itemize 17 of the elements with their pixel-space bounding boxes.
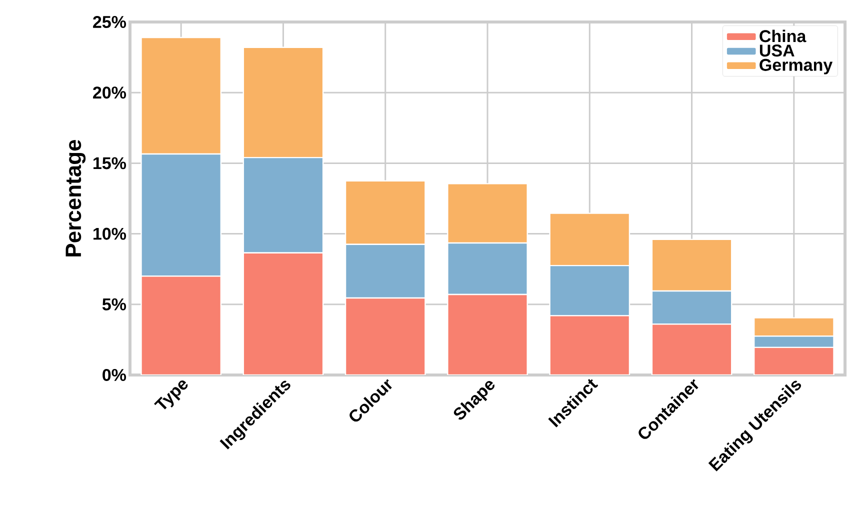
y-axis-title: Percentage (66, 140, 86, 256)
y-tick-label: 10% (94, 228, 126, 240)
bar (141, 276, 221, 375)
bar (346, 298, 426, 375)
bar (448, 294, 528, 375)
bar (550, 316, 630, 375)
y-tick-label: 25% (93, 16, 126, 28)
legend-label: China (760, 30, 806, 42)
y-tick-label: 20% (93, 86, 126, 99)
legend-label: USA (760, 44, 794, 57)
y-tick-label: 5% (102, 298, 126, 310)
y-tick-label: 15% (94, 157, 126, 170)
legend-label: Germany (760, 58, 833, 74)
bar (753, 346, 834, 375)
y-tick-label: 0% (102, 368, 126, 382)
bar (652, 324, 732, 375)
bar (243, 252, 324, 375)
